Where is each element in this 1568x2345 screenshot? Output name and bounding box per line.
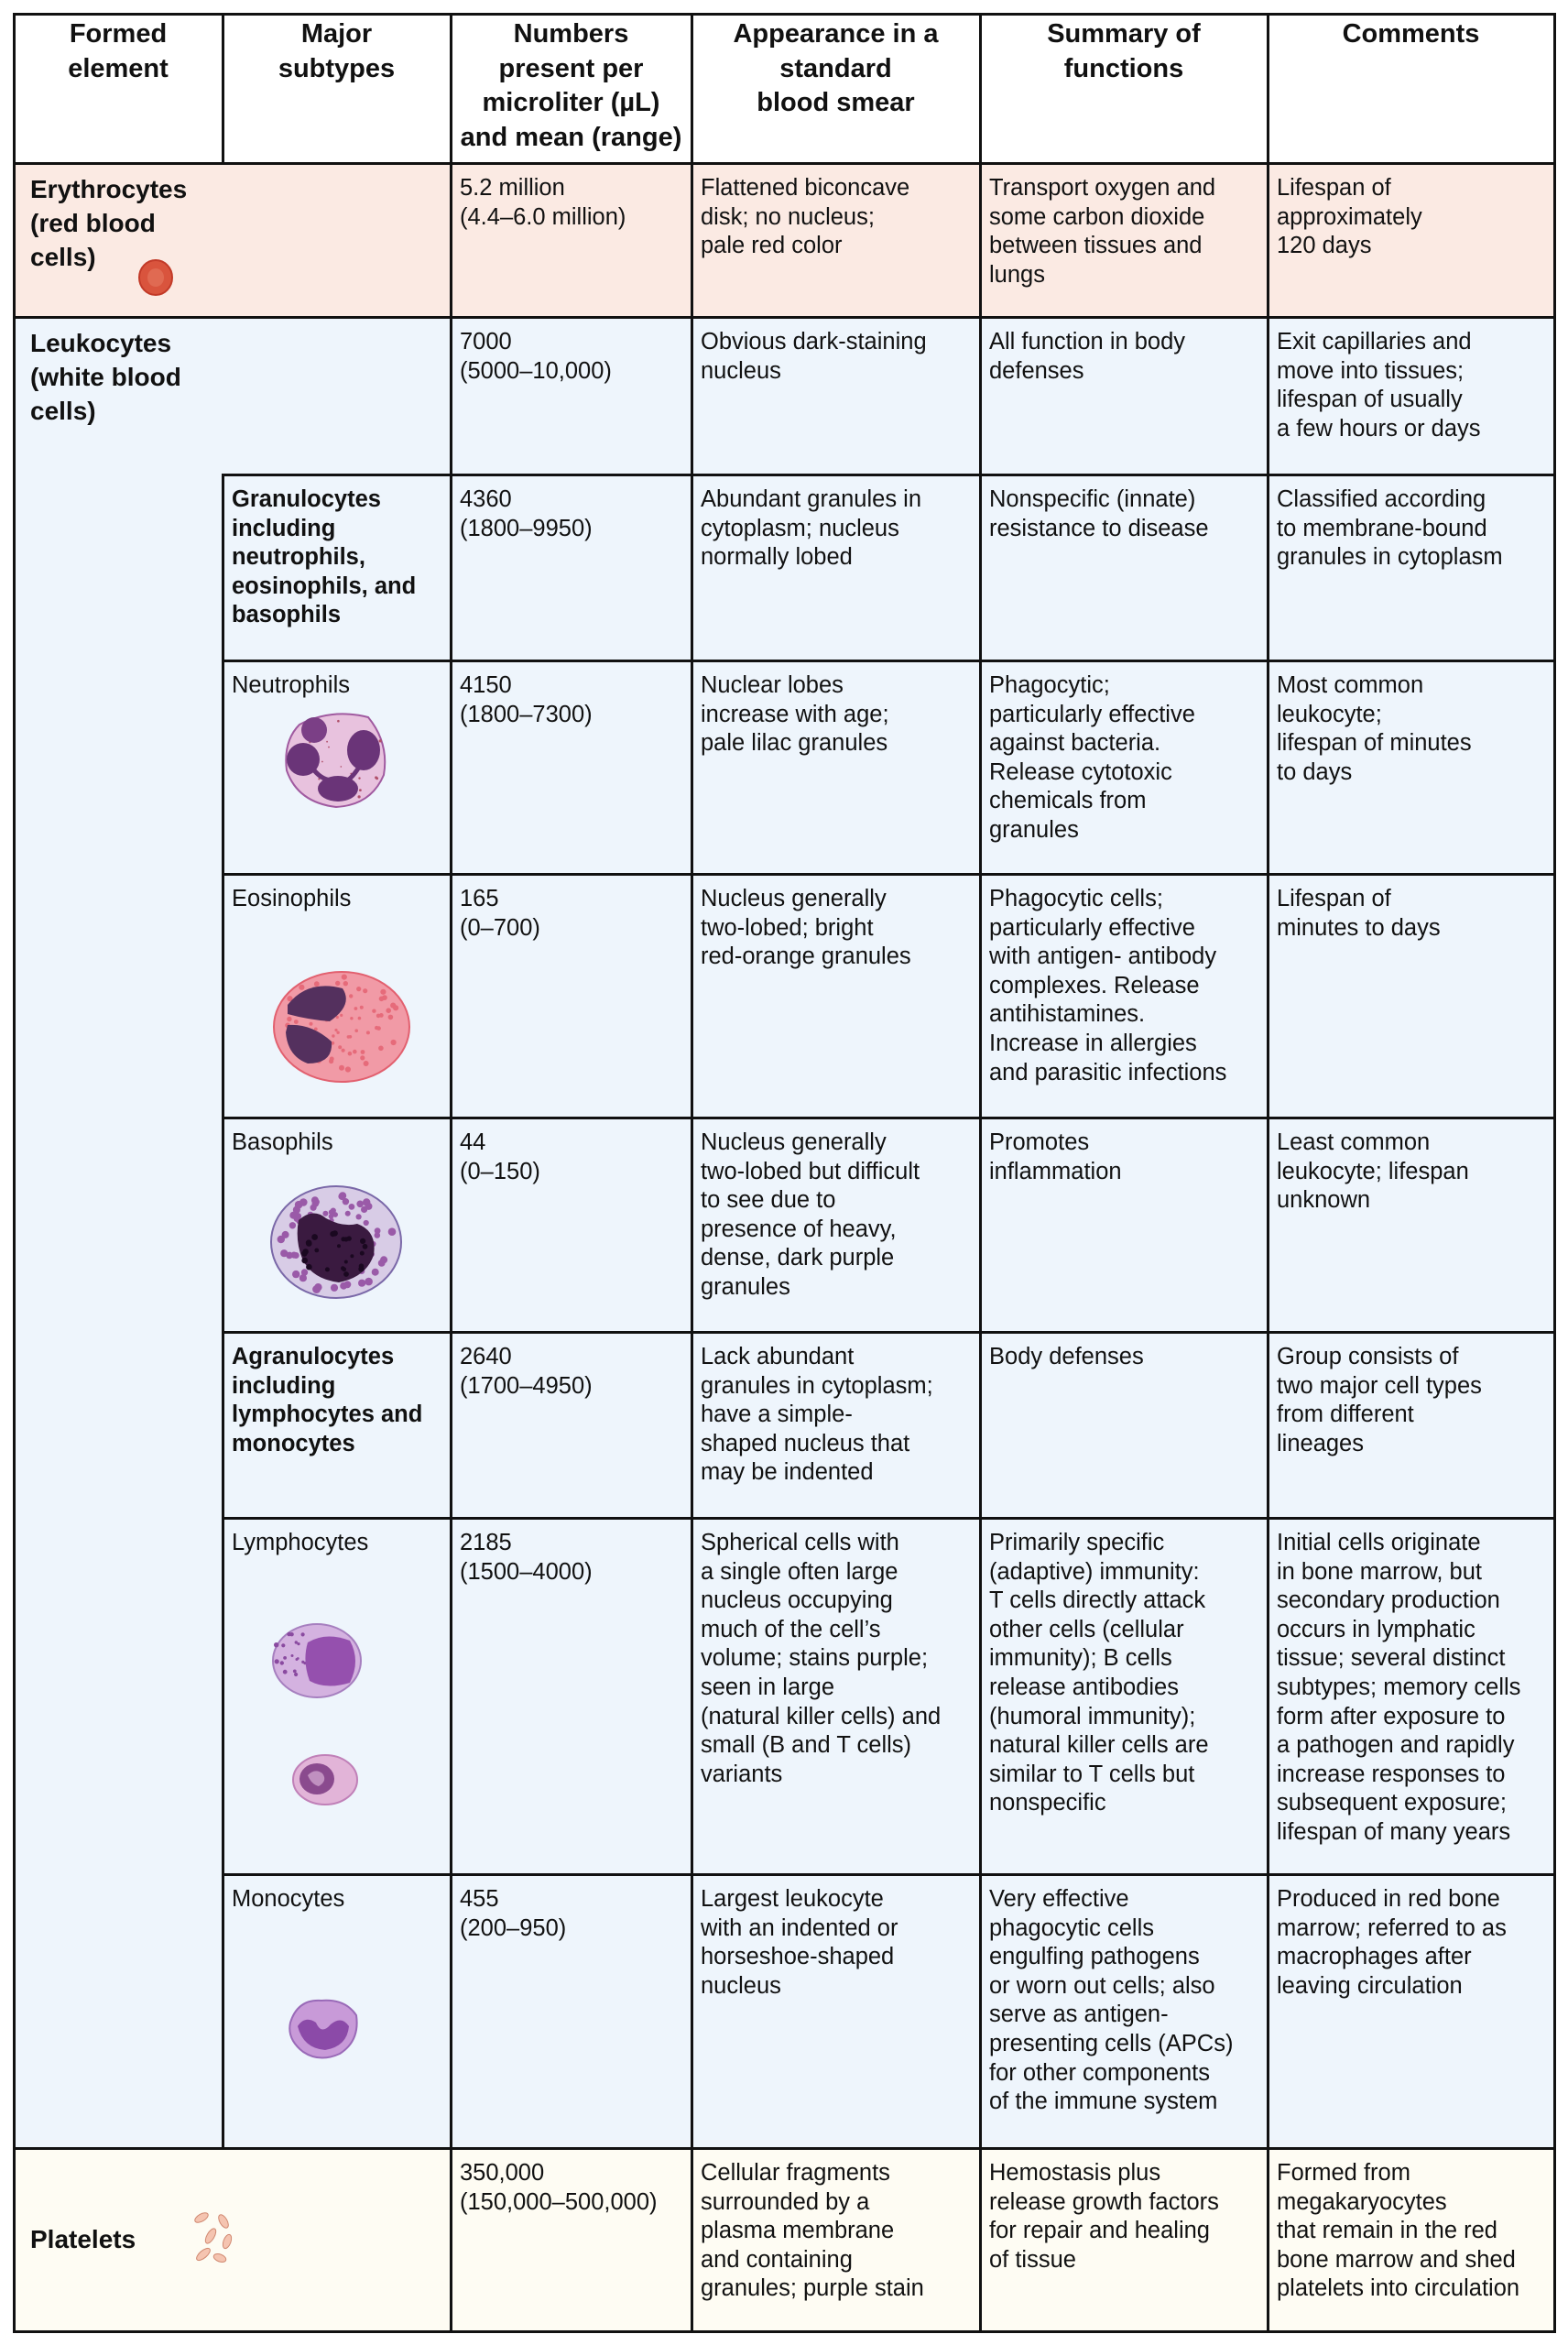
h-rule [221, 1516, 1556, 1520]
eosinophils-label: Eosinophils [232, 886, 352, 911]
h-rule [12, 315, 1556, 319]
neutrophils-comments: Most common leukocyte; lifespan of minut… [1277, 672, 1472, 785]
lymphocytes-label: Lymphocytes [232, 1530, 369, 1555]
neutrophils-appearance: Nuclear lobes increase with age; pale li… [701, 672, 889, 757]
lymphocytes-comments: Initial cells originate in bone marrow, … [1277, 1530, 1521, 1845]
granulocytes-appearance: Abundant granules in cytoplasm; nucleus … [701, 486, 922, 571]
monocytes-comments: Produced in red bone marrow; referred to… [1277, 1886, 1507, 1999]
erythrocytes-appearance: Flattened biconcave disk; no nucleus; pa… [701, 175, 910, 259]
erythrocytes-label: Erythrocytes (red blood cells) [30, 175, 188, 271]
agranulocytes-comments: Group consists of two major cell types f… [1277, 1344, 1482, 1456]
red-blood-cell-icon [137, 258, 174, 297]
header-appearance: Appearance in a standard blood smear [733, 19, 939, 117]
h-rule [221, 1116, 1556, 1119]
basophils-comments: Least common leukocyte; lifespan unknown [1277, 1129, 1469, 1214]
eosinophils-appearance: Nucleus generally two-lobed; bright red-… [701, 886, 911, 970]
agranulocytes-functions: Body defenses [989, 1344, 1144, 1369]
granulocytes-functions: Nonspecific (innate) resistance to disea… [989, 486, 1209, 541]
h-rule [221, 1872, 1556, 1876]
h-rule [221, 1330, 1556, 1334]
erythrocytes-numbers: 5.2 million (4.4–6.0 million) [460, 175, 626, 230]
monocytes-appearance: Largest leukocyte with an indented or ho… [701, 1886, 898, 1999]
eosinophil-icon [271, 968, 413, 1085]
header-functions: Summary of functions [1047, 19, 1201, 83]
leukocytes-appearance: Obvious dark-staining nucleus [701, 329, 927, 384]
monocytes-numbers: 455 (200–950) [460, 1886, 567, 1941]
v-rule [1552, 12, 1556, 2333]
agranulocytes-numbers: 2640 (1700–4950) [460, 1344, 593, 1399]
leukocytes-functions: All function in body defenses [989, 329, 1186, 384]
h-rule [221, 659, 1556, 662]
platelets-appearance: Cellular fragments surrounded by a plasm… [701, 2160, 924, 2302]
h-rule [12, 2146, 1556, 2150]
h-rule [12, 12, 1556, 16]
platelets-comments: Formed from megakaryocytes that remain i… [1277, 2160, 1520, 2302]
v-rule [690, 12, 693, 2333]
leukocytes-comments: Exit capillaries and move into tissues; … [1277, 329, 1481, 442]
h-rule [221, 473, 1556, 476]
header-comments: Comments [1342, 19, 1480, 49]
v-rule [449, 12, 452, 2333]
granulocytes-comments: Classified according to membrane-bound g… [1277, 486, 1503, 571]
neutrophil-icon [281, 706, 391, 809]
basophils-functions: Promotes inflammation [989, 1129, 1122, 1184]
lymphocyte-small-icon [291, 1753, 360, 1807]
v-rule [221, 473, 224, 2150]
granulocytes-numbers: 4360 (1800–9950) [460, 486, 593, 541]
erythrocytes-functions: Transport oxygen and some carbon dioxide… [989, 175, 1216, 288]
neutrophils-label: Neutrophils [232, 672, 350, 698]
lymphocyte-large-icon [271, 1622, 364, 1700]
eosinophils-comments: Lifespan of minutes to days [1277, 886, 1441, 941]
granulocytes-label: Granulocytes including neutrophils, eosi… [232, 486, 417, 628]
h-rule [221, 872, 1556, 876]
agranulocytes-appearance: Lack abundant granules in cytoplasm; hav… [701, 1344, 933, 1486]
monocyte-icon [285, 1995, 360, 2062]
basophils-numbers: 44 (0–150) [460, 1129, 540, 1184]
monocytes-functions: Very effective phagocytic cells engulfin… [989, 1886, 1234, 2115]
basophils-appearance: Nucleus generally two-lobed but difficul… [701, 1129, 920, 1300]
monocytes-label: Monocytes [232, 1886, 345, 1912]
h-rule [12, 161, 1556, 165]
agranulocytes-label: Agranulocytes including lymphocytes and … [232, 1344, 423, 1456]
lymphocytes-numbers: 2185 (1500–4000) [460, 1530, 593, 1585]
eosinophils-numbers: 165 (0–700) [460, 886, 540, 941]
platelets-row-bg [14, 2148, 1554, 2331]
neutrophils-functions: Phagocytic; particularly effective again… [989, 672, 1195, 843]
platelets-functions: Hemostasis plus release growth factors f… [989, 2160, 1219, 2273]
erythrocytes-row-bg [14, 163, 1554, 317]
platelets-numbers: 350,000 (150,000–500,000) [460, 2160, 658, 2215]
header-numbers: Numbers present per microliter (µL) and … [460, 19, 682, 152]
erythrocytes-comments: Lifespan of approximately 120 days [1277, 175, 1422, 259]
leukocytes-label: Leukocytes (white blood cells) [30, 329, 181, 425]
eosinophils-functions: Phagocytic cells; particularly effective… [989, 886, 1227, 1085]
leukocytes-numbers: 7000 (5000–10,000) [460, 329, 612, 384]
v-rule [978, 12, 982, 2333]
v-rule [221, 12, 224, 165]
h-rule [12, 2329, 1556, 2333]
leukocytes-row-bg [14, 317, 1554, 2148]
lymphocytes-appearance: Spherical cells with a single often larg… [701, 1530, 942, 1787]
basophil-icon [269, 1183, 404, 1300]
basophils-label: Basophils [232, 1129, 333, 1155]
neutrophils-numbers: 4150 (1800–7300) [460, 672, 593, 727]
lymphocytes-functions: Primarily specific (adaptive) immunity: … [989, 1530, 1209, 1816]
header-formed-element: Formed element [68, 19, 169, 83]
v-rule [1266, 12, 1269, 2333]
header-major-subtypes: Major subtypes [278, 19, 396, 83]
platelets-icon [191, 2209, 236, 2265]
platelets-label: Platelets [30, 2225, 136, 2253]
v-rule [12, 12, 16, 2333]
